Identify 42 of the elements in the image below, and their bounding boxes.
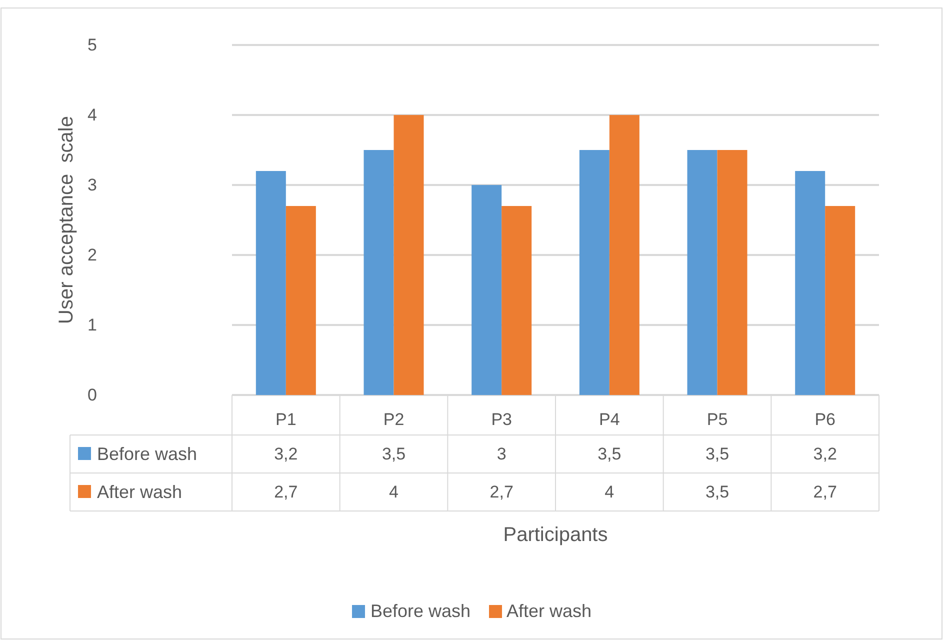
data-label: 3,2 — [813, 444, 837, 464]
x-tick-label: P3 — [491, 410, 512, 429]
data-label: 3 — [496, 444, 506, 464]
bar — [394, 115, 424, 395]
data-label: 4 — [389, 482, 398, 502]
y-tick-label: 1 — [88, 316, 97, 334]
y-tick-label: 3 — [88, 176, 97, 194]
bar — [286, 206, 316, 395]
bar — [825, 206, 856, 395]
data-label: 2,7 — [813, 482, 837, 502]
data-label: 3,5 — [598, 444, 622, 464]
bar — [717, 150, 748, 395]
y-tick-label: 0 — [88, 386, 97, 404]
bar — [687, 150, 718, 395]
bar — [364, 150, 394, 395]
bar — [609, 115, 640, 395]
data-label: 2,7 — [274, 482, 298, 502]
y-axis-title: User acceptance scale — [56, 116, 78, 324]
bar — [502, 206, 532, 395]
x-tick-label: P1 — [276, 410, 296, 429]
data-label: 3,5 — [705, 482, 730, 502]
data-label: 4 — [604, 482, 614, 502]
y-tick-label: 5 — [88, 36, 97, 54]
x-axis-title: Participants — [503, 524, 608, 546]
x-tick-label: P2 — [383, 410, 404, 429]
x-tick-label: P6 — [814, 410, 836, 429]
data-label: 3,2 — [274, 444, 298, 464]
y-tick-label: 4 — [88, 106, 97, 124]
legend-label: After wash — [97, 482, 182, 502]
data-label: 3,5 — [382, 444, 406, 464]
bar — [579, 150, 610, 395]
bar — [795, 171, 826, 395]
text: Before wash — [370, 601, 470, 621]
bar — [256, 171, 286, 395]
text: After wash — [506, 601, 592, 621]
legend-label: Before wash — [97, 444, 198, 464]
x-tick-label: P4 — [599, 410, 620, 429]
data-label: 3,5 — [705, 444, 730, 464]
y-tick-label: 2 — [88, 246, 97, 264]
x-tick-label: P5 — [706, 410, 728, 429]
bar — [472, 185, 502, 395]
data-label: 2,7 — [490, 482, 514, 502]
